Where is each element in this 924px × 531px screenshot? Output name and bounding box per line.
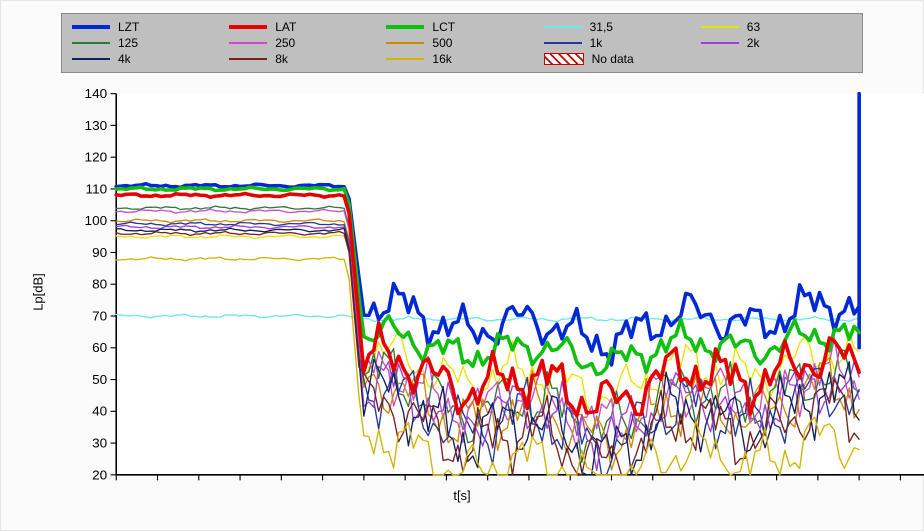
legend-swatch — [544, 26, 582, 28]
legend-label: 125 — [118, 36, 138, 50]
legend-item: 1k — [544, 36, 695, 50]
legend-item: 31,5 — [544, 20, 695, 34]
svg-text:120: 120 — [85, 150, 108, 165]
legend-swatch — [229, 25, 267, 29]
legend-label: 31,5 — [590, 20, 613, 34]
svg-text:40: 40 — [92, 404, 107, 419]
legend-label: 250 — [275, 36, 295, 50]
legend-label: 16k — [432, 52, 451, 66]
legend-label: 2k — [747, 36, 760, 50]
svg-text:60: 60 — [92, 340, 107, 355]
legend-label: 63 — [747, 20, 760, 34]
y-axis-label: Lp[dB] — [30, 273, 45, 311]
legend-item: 4k — [72, 52, 223, 66]
svg-text:90: 90 — [92, 245, 107, 260]
legend-label: LCT — [432, 20, 455, 34]
svg-text:140: 140 — [85, 87, 108, 101]
legend-swatch — [386, 58, 424, 60]
legend-label: LAT — [275, 20, 296, 34]
legend-item: 8k — [229, 52, 380, 66]
legend-swatch — [386, 25, 424, 29]
svg-text:100: 100 — [85, 213, 108, 228]
legend-item: 250 — [229, 36, 380, 50]
legend-box: LZT LAT LCT 31,5 63 125 250 500 1k 2k 4k 8k 16k No da… — [61, 13, 863, 73]
legend-label: 8k — [275, 52, 288, 66]
svg-text:110: 110 — [86, 182, 108, 197]
legend-swatch — [229, 42, 267, 44]
legend-swatch — [72, 58, 110, 60]
plot-svg: 20 30 40 50 60 70 80 90 100 110 120 130 140 — [71, 87, 924, 497]
legend-swatch — [72, 25, 110, 29]
chart-area: Lp[dB] 2030405060708090100110120130140 t… — [21, 87, 903, 497]
legend-label: 500 — [432, 36, 452, 50]
legend-item: 2k — [701, 36, 852, 50]
chart-frame: LZT LAT LCT 31,5 63 125 250 500 1k 2k 4k 8k 16k No da… — [0, 0, 924, 531]
svg-text:50: 50 — [92, 372, 107, 387]
legend-item: 125 — [72, 36, 223, 50]
legend-label: No data — [592, 52, 634, 66]
legend-swatch — [544, 53, 584, 65]
legend-item: LAT — [229, 20, 380, 34]
svg-text:80: 80 — [92, 277, 107, 292]
legend-item: 63 — [701, 20, 852, 34]
svg-text:130: 130 — [85, 118, 108, 133]
legend-item: 500 — [386, 36, 537, 50]
legend-swatch — [386, 42, 424, 44]
legend-swatch — [701, 42, 739, 44]
legend-swatch — [544, 42, 582, 44]
svg-text:30: 30 — [92, 436, 107, 451]
legend-item: LZT — [72, 20, 223, 34]
x-axis-label: t[s] — [453, 488, 470, 503]
legend-item: 16k — [386, 52, 537, 66]
legend-label: 1k — [590, 36, 603, 50]
legend-swatch — [229, 58, 267, 60]
svg-text:20: 20 — [92, 467, 107, 482]
svg-text:70: 70 — [92, 309, 107, 324]
legend-item: LCT — [386, 20, 537, 34]
legend-label: LZT — [118, 20, 139, 34]
legend-item: No data — [544, 52, 695, 66]
legend-grid: LZT LAT LCT 31,5 63 125 250 500 1k 2k 4k 8k 16k No da… — [72, 20, 852, 66]
legend-label: 4k — [118, 52, 131, 66]
legend-swatch — [72, 42, 110, 44]
legend-swatch — [701, 26, 739, 28]
